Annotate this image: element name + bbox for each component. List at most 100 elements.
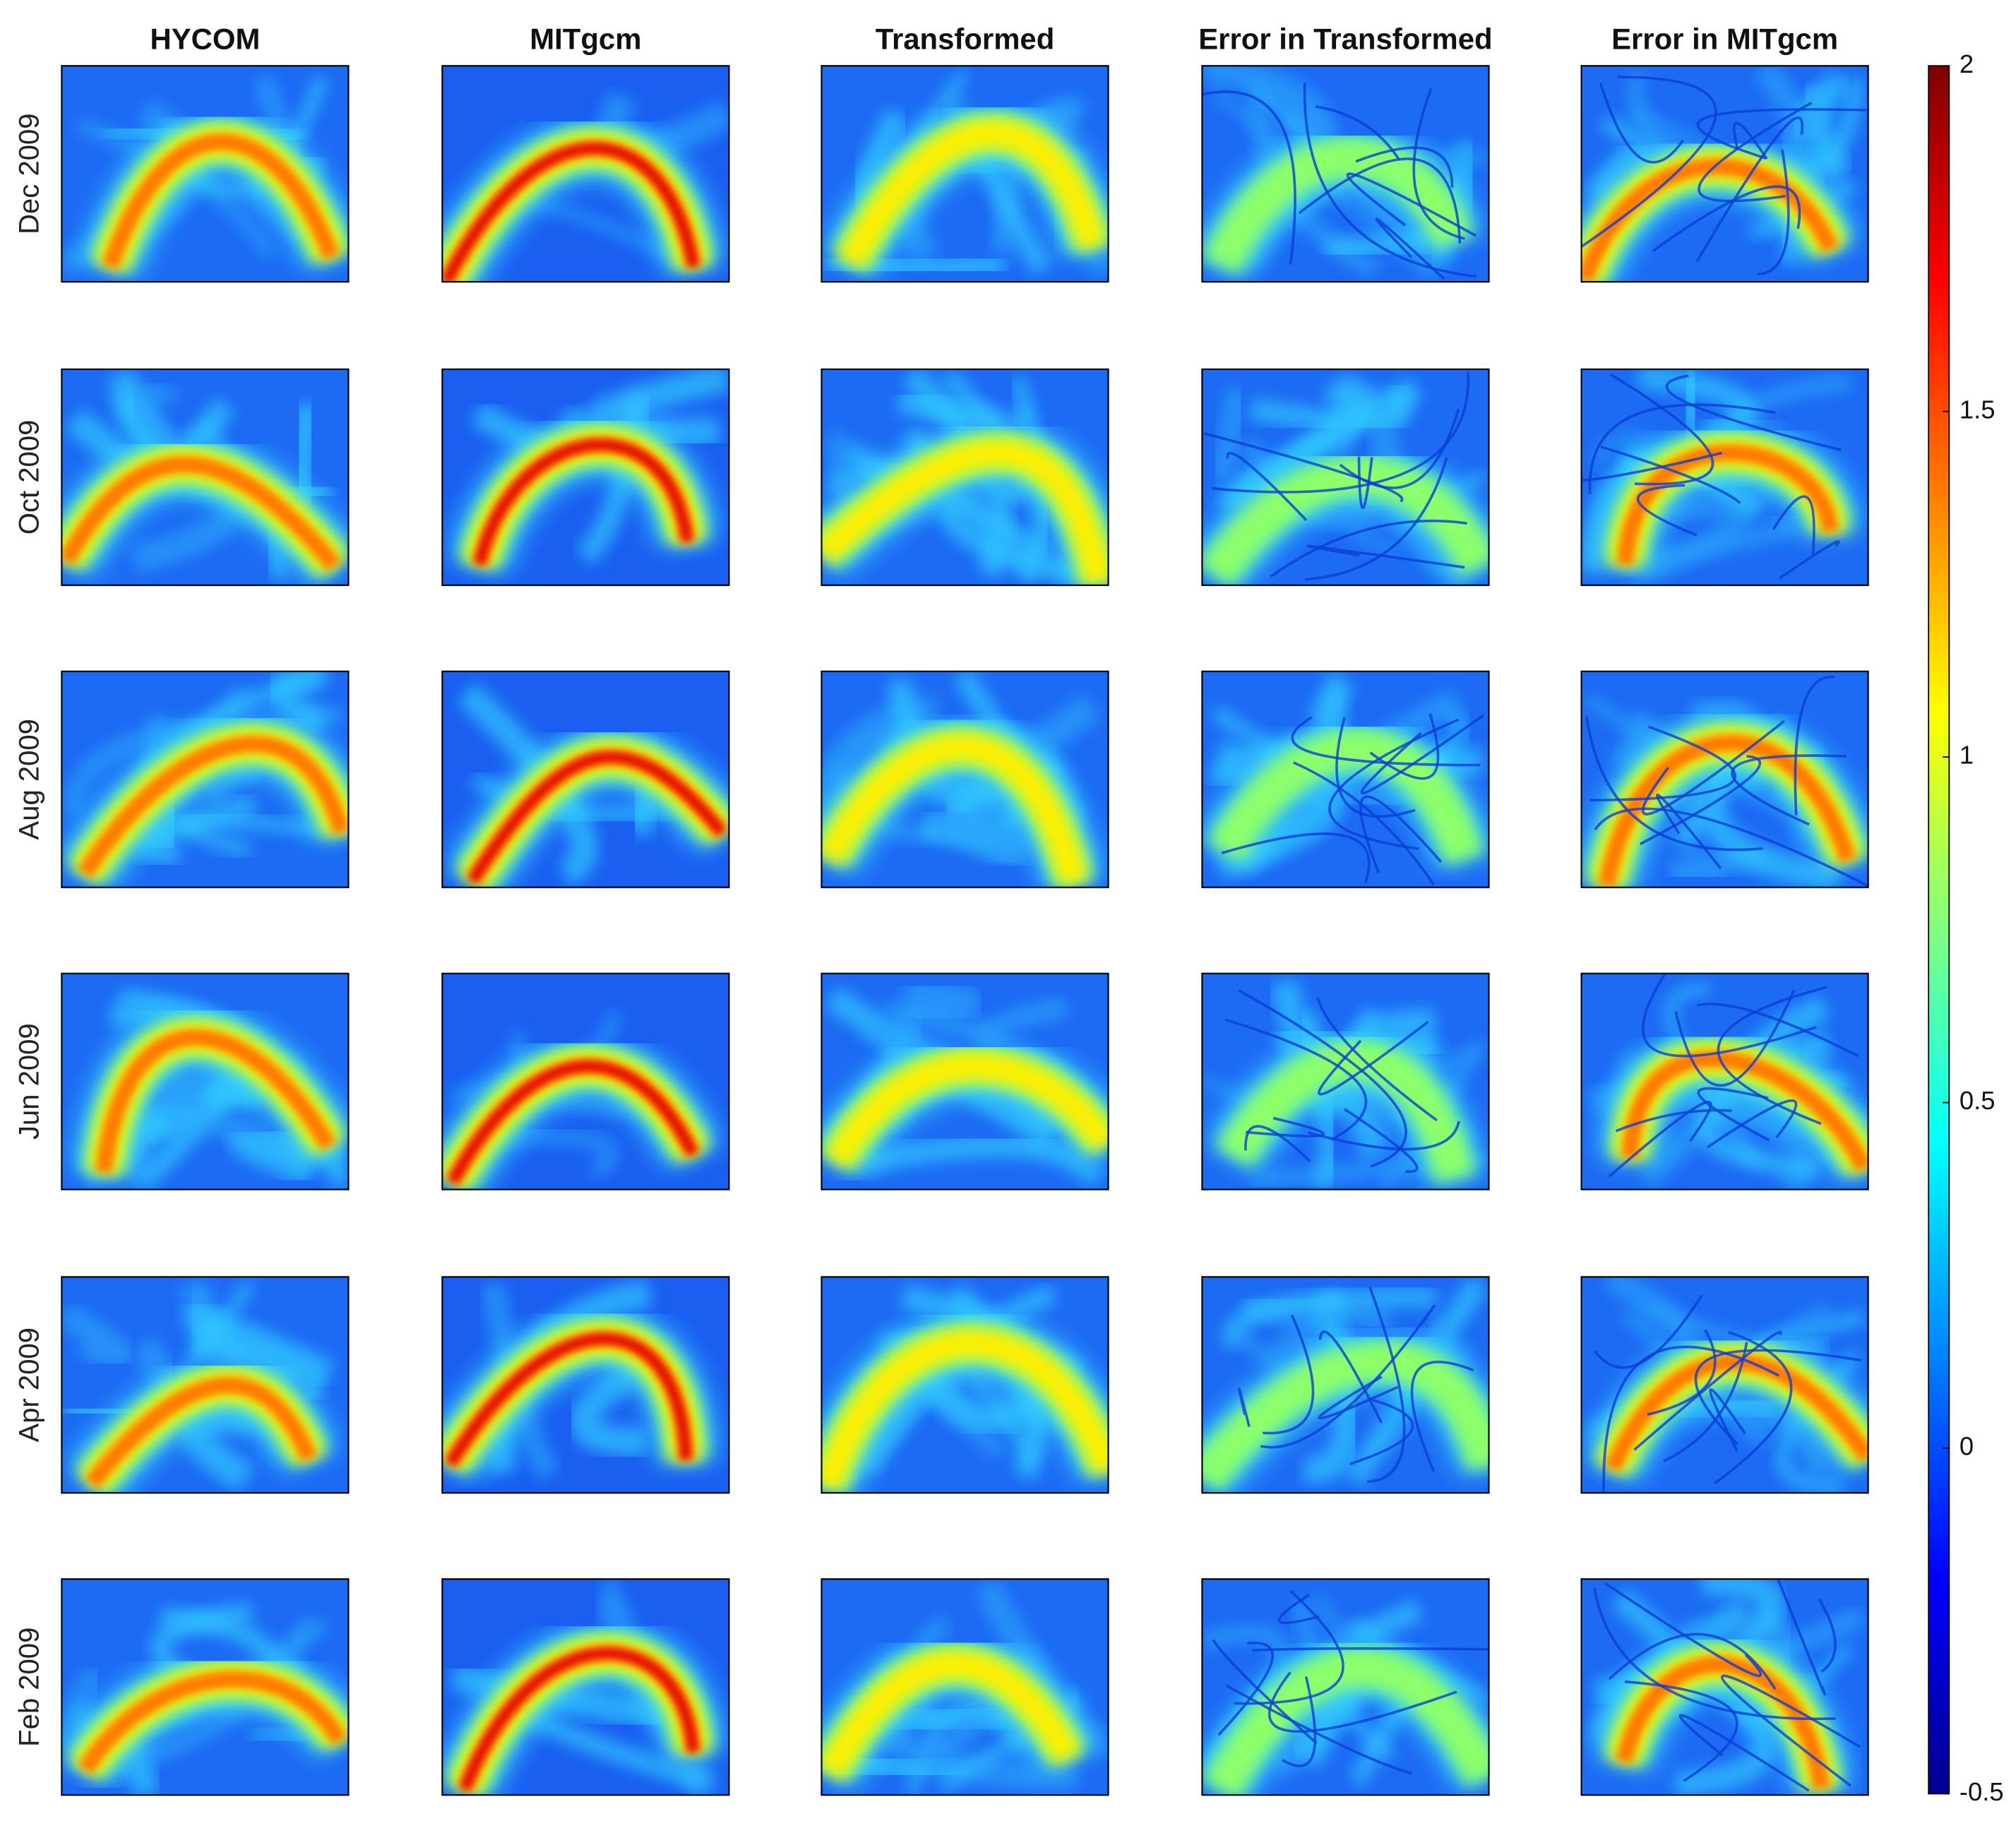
error-contour <box>1777 1579 1826 1696</box>
heatmap-panel <box>821 66 1109 282</box>
row-label: Jun 2009 <box>14 1023 45 1140</box>
error-contour <box>1260 1304 1436 1449</box>
error-contour <box>1674 989 1796 1087</box>
field-texture <box>1267 1289 1348 1361</box>
error-contour <box>1678 1714 1810 1792</box>
field-texture <box>131 384 180 451</box>
colorbar-tick-label: -0.5 <box>1960 1777 2004 1806</box>
error-contour <box>1263 1314 1315 1435</box>
field-band <box>475 440 692 566</box>
panel-frame <box>61 972 350 1190</box>
panel-frame <box>1201 972 1490 1190</box>
field-band <box>61 456 341 571</box>
error-contour <box>1224 1018 1368 1141</box>
heatmap-panel <box>61 369 349 585</box>
field-band <box>824 1052 1109 1169</box>
heatmap-panel <box>1202 369 1489 585</box>
field-texture <box>569 1356 646 1457</box>
error-contour <box>1202 90 1296 265</box>
error-contour <box>1281 1676 1317 1767</box>
field-band <box>1599 734 1856 887</box>
panel-frame <box>1580 670 1869 888</box>
error-contour <box>1203 431 1404 503</box>
error-contour <box>1625 1680 1738 1782</box>
field-texture <box>457 682 598 887</box>
error-contour <box>1349 1398 1414 1466</box>
field-texture <box>896 387 1030 436</box>
error-contour <box>1318 1375 1399 1420</box>
heatmap-panel <box>1202 973 1489 1190</box>
panel-frame <box>821 368 1109 586</box>
field-band <box>448 1061 698 1184</box>
error-contour <box>1602 1345 1780 1492</box>
column-title: MITgcm <box>530 23 641 56</box>
panel-frame <box>1201 65 1490 283</box>
error-contour <box>1212 1639 1318 1745</box>
field-band <box>102 133 340 270</box>
panel-frame <box>61 1276 350 1494</box>
panel-frame <box>1580 1276 1869 1494</box>
heatmap-panel <box>442 66 729 282</box>
error-contour <box>1717 986 1827 1126</box>
error-contour <box>1696 1003 1859 1058</box>
field-band <box>1206 728 1485 866</box>
error-contour <box>1221 832 1371 884</box>
row-label: Feb 2009 <box>14 1628 45 1747</box>
panel-frame <box>821 972 1109 1190</box>
error-contour <box>1318 1020 1429 1096</box>
error-contour <box>1355 146 1454 188</box>
heatmap-panel <box>1202 1277 1489 1493</box>
panel-frame <box>1201 1276 1490 1494</box>
column-title: HYCOM <box>150 23 261 56</box>
panel-frame <box>1580 972 1869 1190</box>
error-contour <box>1303 83 1477 278</box>
error-contour <box>1306 544 1465 569</box>
error-contour <box>1369 712 1440 780</box>
panel-frame <box>441 972 730 1190</box>
error-contour <box>1697 1087 1770 1142</box>
heatmap-panel <box>1202 66 1489 282</box>
error-contour <box>1344 1108 1419 1174</box>
heatmap-panel <box>61 66 349 282</box>
column-title: Error in MITgcm <box>1611 23 1838 56</box>
error-contour <box>1695 116 1804 263</box>
error-contour <box>1696 108 1866 160</box>
panel-frame <box>1201 670 1490 888</box>
heatmap-panel <box>821 671 1109 888</box>
error-contour <box>1656 793 1722 870</box>
error-contour <box>1698 102 1813 203</box>
field-band <box>1621 1051 1868 1172</box>
heatmap-panel <box>61 671 349 888</box>
error-contour <box>1293 761 1436 886</box>
field-texture <box>1240 788 1333 871</box>
error-contour <box>1410 1361 1474 1472</box>
error-contour <box>1633 1330 1782 1451</box>
field-band <box>95 1029 336 1174</box>
error-contour <box>1818 1598 1837 1673</box>
error-contour <box>1609 373 1714 486</box>
panel-frame <box>441 368 730 586</box>
panel-frame <box>1580 1578 1869 1796</box>
error-contour <box>1593 1587 1836 1721</box>
error-contour <box>1706 1099 1798 1149</box>
colorbar-tick-label: 0.5 <box>1960 1086 1996 1115</box>
panel-frame <box>441 1276 730 1494</box>
field-texture <box>487 1129 619 1180</box>
error-contour <box>1665 374 1842 452</box>
field-band <box>1604 1354 1868 1472</box>
error-contour <box>1238 989 1407 1168</box>
error-contour <box>1604 1582 1762 1678</box>
field-band <box>821 1650 1081 1780</box>
error-contour <box>1709 1388 1746 1452</box>
field-texture <box>61 1301 134 1368</box>
error-contour <box>1298 157 1462 244</box>
field-band <box>821 733 1088 887</box>
field-band <box>821 1329 1109 1491</box>
error-contour <box>1268 1671 1457 1733</box>
error-contour <box>1277 1594 1320 1625</box>
field-band <box>1202 455 1489 585</box>
error-contour <box>1720 1674 1861 1787</box>
error-contour <box>1608 1632 1777 1690</box>
field-band <box>1202 137 1474 275</box>
colorbar-tick-label: 0 <box>1960 1432 1974 1461</box>
